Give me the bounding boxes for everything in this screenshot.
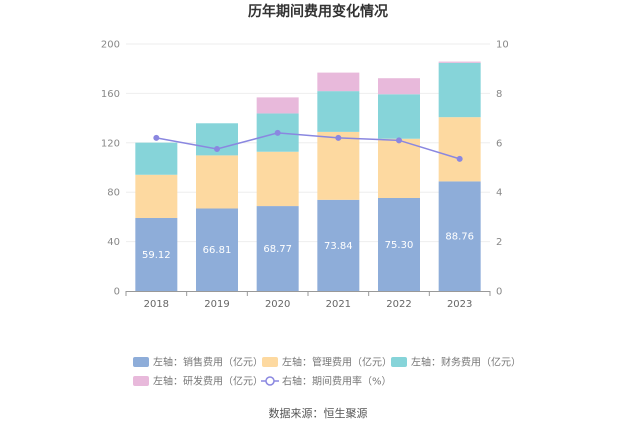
- legend-item-sales[interactable]: 左轴：销售费用（亿元）: [133, 356, 263, 369]
- bar-sales-2020: [256, 206, 299, 291]
- bar-sales-2022: [378, 198, 420, 291]
- y-right-tick-label: 4: [496, 188, 502, 199]
- bar-finance-2022: [378, 94, 420, 139]
- y-right-tick-label: 10: [496, 40, 509, 51]
- bars: 59.12 66.81 68.77 73.84 75.30 88.76: [135, 61, 481, 291]
- y-left-tick-label: 200: [101, 40, 120, 51]
- legend: 左轴：销售费用（亿元） 左轴：管理费用（亿元） 左轴：财务费用（亿元） 左轴：研发费用…: [133, 356, 521, 388]
- bar-data-label: 73.84: [324, 241, 353, 252]
- legend-label: 左轴：管理费用（亿元）: [282, 356, 392, 369]
- legend-item-admin[interactable]: 左轴：管理费用（亿元）: [262, 356, 392, 369]
- data-source: 数据来源：恒生聚源: [269, 406, 368, 420]
- bar-finance-2023: [438, 62, 481, 118]
- bar-sales-2021: [317, 199, 360, 291]
- y-left-tick-label: 120: [101, 138, 120, 149]
- x-tick-label: 2021: [326, 299, 351, 310]
- rate-point: [456, 155, 463, 162]
- bar-sales-2019: [196, 208, 238, 291]
- legend-swatch: [391, 357, 407, 367]
- rate-line-path: [156, 132, 460, 160]
- bar-finance-2018: [135, 142, 178, 175]
- y-right-tick-label: 0: [496, 287, 502, 298]
- bar-sales-2023: [438, 181, 481, 291]
- y-right-tick-label: 8: [496, 89, 502, 100]
- legend-line-marker: [265, 376, 275, 386]
- right-axis: 0 2 4 6 8 10: [496, 40, 509, 298]
- bar-finance-2021: [317, 91, 360, 132]
- bar-rnd-2023: [438, 61, 481, 63]
- legend-label: 右轴：期间费用率（%）: [282, 375, 392, 388]
- rate-point: [214, 145, 220, 152]
- x-axis: 2018 2019 2020 2021 2022 2023: [125, 291, 491, 310]
- bar-admin-2022: [378, 138, 420, 199]
- chart-title: 历年期间费用变化情况: [248, 3, 388, 20]
- bar-data-label: 68.77: [263, 244, 292, 255]
- bar-rnd-2021: [317, 72, 360, 92]
- legend-swatch: [133, 376, 149, 386]
- bar-data-label: 88.76: [445, 232, 474, 243]
- rate-point: [396, 137, 402, 144]
- y-left-tick-label: 160: [101, 89, 120, 100]
- legend-item-finance[interactable]: 左轴：财务费用（亿元）: [391, 356, 521, 369]
- x-tick-label: 2022: [386, 299, 411, 310]
- y-left-tick-label: 80: [107, 188, 120, 199]
- bar-data-label: 75.30: [385, 240, 414, 251]
- x-tick-label: 2020: [265, 299, 290, 310]
- legend-label: 左轴：研发费用（亿元）: [153, 375, 263, 388]
- legend-label: 左轴：销售费用（亿元）: [153, 356, 263, 369]
- bar-admin-2019: [196, 155, 238, 209]
- rate-point: [335, 134, 342, 141]
- bar-admin-2018: [135, 174, 178, 218]
- bar-admin-2023: [438, 117, 481, 182]
- rate-line: [153, 129, 463, 162]
- y-left-tick-label: 0: [114, 287, 120, 298]
- legend-item-rnd[interactable]: 左轴：研发费用（亿元）: [133, 375, 263, 388]
- bar-rnd-2022: [378, 78, 420, 95]
- x-tick-label: 2018: [144, 299, 169, 310]
- bar-admin-2021: [317, 131, 360, 200]
- bar-rnd-2020: [256, 97, 299, 114]
- rate-point: [274, 129, 281, 136]
- y-right-tick-label: 6: [496, 138, 502, 149]
- y-right-tick-label: 2: [496, 237, 502, 248]
- left-axis: 0 40 80 120 160 200: [101, 40, 120, 298]
- legend-swatch: [262, 357, 278, 367]
- legend-label: 左轴：财务费用（亿元）: [411, 356, 521, 369]
- legend-item-rate[interactable]: 右轴：期间费用率（%）: [261, 375, 392, 388]
- bar-admin-2020: [256, 151, 299, 207]
- x-tick-label: 2019: [204, 299, 229, 310]
- x-tick-label: 2023: [447, 299, 472, 310]
- legend-swatch: [133, 357, 149, 367]
- rate-point: [153, 134, 160, 141]
- bar-sales-2018: [135, 217, 178, 291]
- bar-data-label: 66.81: [203, 245, 232, 256]
- y-left-tick-label: 40: [107, 237, 120, 248]
- bar-data-label: 59.12: [142, 250, 171, 261]
